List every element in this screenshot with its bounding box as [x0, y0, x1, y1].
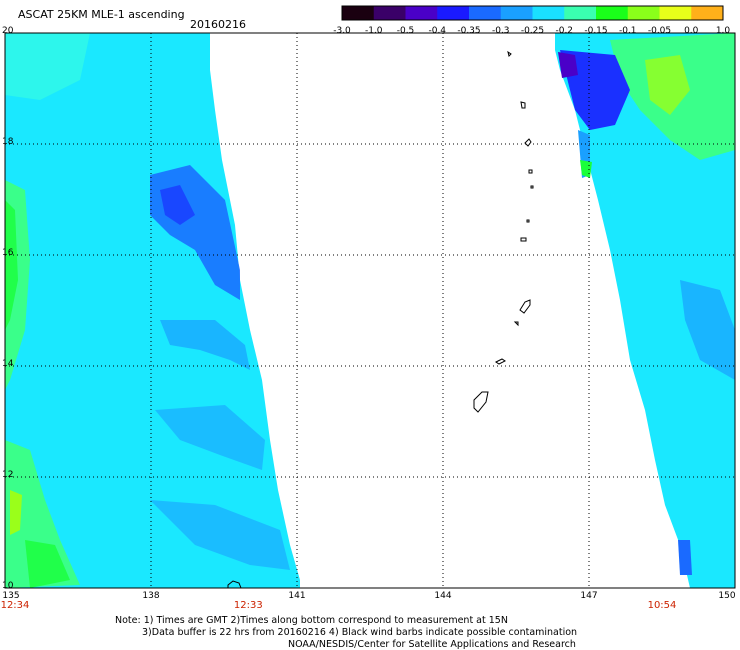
- colorbar-segment: [437, 6, 470, 20]
- colorbar-tick-label: -0.15: [584, 26, 608, 36]
- product-date: 20160216: [190, 18, 246, 31]
- longitude-label: 147: [580, 591, 598, 601]
- colorbar-frame: [341, 5, 724, 21]
- right-swath: [555, 33, 735, 588]
- latitude-label: 20: [2, 26, 14, 36]
- colorbar-segment: [469, 6, 502, 20]
- colorbar-segment: [373, 6, 406, 20]
- longitude-label: 150: [718, 591, 736, 601]
- latitude-label: 18: [2, 137, 14, 147]
- latitude-label: 12: [2, 470, 14, 480]
- colorbar-segment: [564, 6, 597, 20]
- footer-note-1: Note: 1) Times are GMT 2)Times along bot…: [115, 615, 508, 626]
- colorbar-tick-label: -0.35: [457, 26, 481, 36]
- colorbar-tick-label: -0.05: [647, 26, 672, 36]
- longitude-label: 135: [2, 591, 20, 601]
- island-outlines: [227, 50, 534, 589]
- colorbar-segment: [627, 6, 660, 20]
- colorbar: [341, 5, 724, 21]
- colorbar-segment: [405, 6, 438, 20]
- longitude-label: 144: [434, 591, 452, 601]
- colorbar-segment: [342, 6, 375, 20]
- footer-note-2: 3)Data buffer is 22 hrs from 20160216 4)…: [142, 627, 578, 638]
- colorbar-tick-label: -1.0: [364, 26, 383, 36]
- colorbar-tick-label: -0.2: [555, 26, 574, 36]
- footer-credit: NOAA/NESDIS/Center for Satellite Applica…: [288, 639, 576, 650]
- colorbar-tick-label: 1.0: [715, 26, 731, 36]
- colorbar-segment: [596, 6, 629, 20]
- colorbar-segment: [500, 6, 533, 20]
- lat-lon-grid: [5, 33, 735, 588]
- swath-time-label: 12:34: [0, 600, 30, 611]
- colorbar-segment: [532, 6, 565, 20]
- colorbar-segment: [691, 6, 724, 20]
- colorbar-tick-label: -0.1: [618, 26, 637, 36]
- colorbar-tick-label: 0.0: [684, 26, 699, 36]
- colorbar-tick-label: -3.0: [333, 26, 351, 36]
- latitude-label: 10: [2, 581, 14, 591]
- product-title: ASCAT 25KM MLE-1 ascending: [18, 8, 185, 21]
- colorbar-segment: [659, 6, 692, 20]
- latitude-label: 16: [2, 248, 14, 258]
- swath-time-label: 10:54: [647, 600, 677, 611]
- swath-time-label: 12:33: [233, 600, 263, 611]
- left-swath: [5, 33, 300, 588]
- colorbar-tick-label: -0.4: [428, 26, 447, 36]
- colorbar-tick-label: -0.25: [520, 26, 545, 36]
- map-frame: [4, 32, 736, 589]
- longitude-label: 138: [142, 591, 160, 601]
- longitude-label: 141: [288, 591, 306, 601]
- colorbar-tick-label: -0.5: [396, 26, 415, 36]
- colorbar-tick-label: -0.3: [491, 26, 510, 36]
- latitude-label: 14: [2, 359, 14, 369]
